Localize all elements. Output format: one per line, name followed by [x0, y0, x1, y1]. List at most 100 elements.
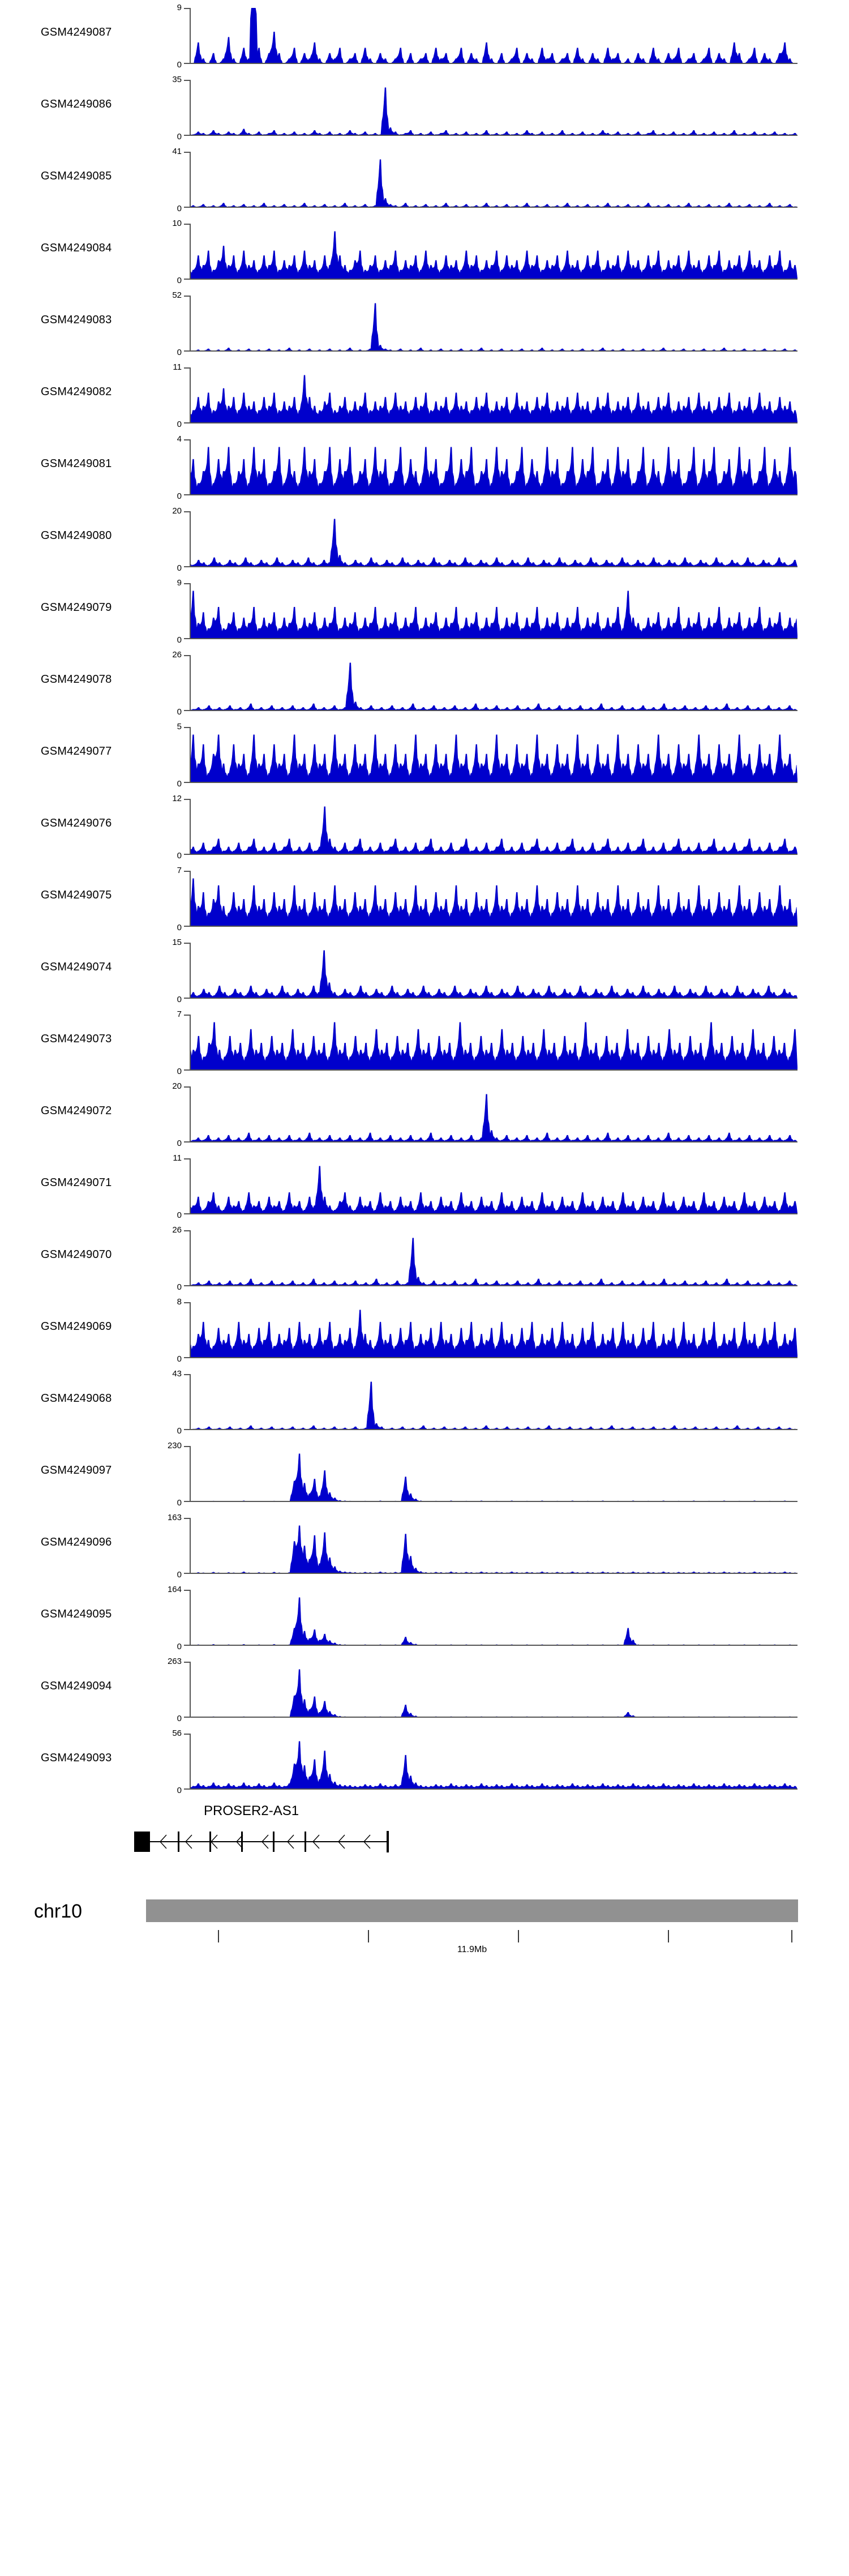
gene-exon-tick [273, 1832, 275, 1852]
track-plot[interactable] [191, 439, 797, 495]
track-plot[interactable] [191, 1662, 797, 1718]
signal-track[interactable]: GSM4249073 7 0 [0, 1007, 849, 1079]
track-baseline [191, 1357, 797, 1358]
signal-track[interactable]: GSM4249070 26 0 [0, 1222, 849, 1294]
axis-min-label: 0 [177, 707, 182, 717]
signal-track[interactable]: GSM4249080 20 0 [0, 503, 849, 575]
track-plot[interactable] [191, 1015, 797, 1071]
signal-track[interactable]: GSM4249082 11 0 [0, 360, 849, 431]
axis-tick-min [184, 63, 191, 64]
ruler-tick [791, 1930, 793, 1942]
track-plot[interactable] [191, 80, 797, 136]
signal-track[interactable]: GSM4249078 26 0 [0, 647, 849, 719]
axis-min-label: 0 [177, 1786, 182, 1795]
signal-track[interactable]: GSM4249074 15 0 [0, 935, 849, 1007]
track-plot[interactable] [191, 152, 797, 208]
signal-track[interactable]: GSM4249086 35 0 [0, 72, 849, 144]
axis-min-label: 0 [177, 348, 182, 357]
signal-track[interactable]: GSM4249072 20 0 [0, 1079, 849, 1150]
axis-line [190, 511, 191, 567]
axis-tick-max [184, 1734, 191, 1735]
gene-name-label: PROSER2-AS1 [204, 1803, 299, 1818]
track-baseline [191, 1141, 797, 1142]
track-baseline [191, 63, 797, 64]
track-plot[interactable] [191, 1518, 797, 1574]
axis-line [190, 224, 191, 280]
track-plot[interactable] [191, 871, 797, 927]
signal-track[interactable]: GSM4249083 52 0 [0, 288, 849, 360]
track-plot[interactable] [191, 367, 797, 423]
chromosome-bar[interactable] [146, 1899, 798, 1922]
track-plot[interactable] [191, 511, 797, 567]
signal-track[interactable]: GSM4249071 11 0 [0, 1150, 849, 1222]
axis-min-label: 0 [177, 1354, 182, 1364]
strand-arrow-left-icon [312, 1834, 321, 1850]
signal-track[interactable]: GSM4249093 56 0 [0, 1726, 849, 1798]
signal-track[interactable]: GSM4249085 41 0 [0, 144, 849, 216]
track-y-axis: 164 0 [168, 1585, 191, 1651]
track-y-axis: 41 0 [172, 147, 191, 213]
track-baseline [191, 1501, 797, 1502]
signal-track[interactable]: GSM4249084 10 0 [0, 216, 849, 288]
track-plot[interactable] [191, 1590, 797, 1646]
axis-tick-max [184, 1446, 191, 1447]
track-baseline [191, 135, 797, 136]
axis-tick-max [184, 8, 191, 9]
track-plot[interactable] [191, 1734, 797, 1790]
axis-line [190, 583, 191, 639]
track-plot[interactable] [191, 1446, 797, 1502]
track-plot[interactable] [191, 727, 797, 783]
track-y-axis: 11 0 [173, 362, 191, 429]
track-plot[interactable] [191, 583, 797, 639]
track-plot[interactable] [191, 1374, 797, 1430]
track-plot[interactable] [191, 1086, 797, 1142]
signal-track[interactable]: GSM4249077 5 0 [0, 719, 849, 791]
signal-track[interactable]: GSM4249075 7 0 [0, 863, 849, 935]
track-plot[interactable] [191, 1230, 797, 1286]
signal-track[interactable]: GSM4249097 230 0 [0, 1438, 849, 1510]
track-plot[interactable] [191, 655, 797, 711]
track-label: GSM4249072 [41, 1105, 112, 1117]
axis-tick-min [184, 710, 191, 711]
signal-track[interactable]: GSM4249081 4 0 [0, 431, 849, 503]
axis-max-label: 12 [172, 794, 182, 803]
track-y-axis: 20 0 [172, 1081, 191, 1148]
chromosome-label: chr10 [34, 1901, 83, 1922]
track-plot[interactable] [191, 1158, 797, 1214]
signal-track[interactable]: GSM4249087 9 0 [0, 0, 849, 72]
axis-max-label: 164 [167, 1585, 182, 1594]
track-plot[interactable] [191, 8, 797, 64]
track-plot[interactable] [191, 943, 797, 999]
axis-tick-max [184, 655, 191, 656]
axis-max-label: 7 [177, 1009, 182, 1019]
axis-tick-max [184, 1158, 191, 1159]
signal-track[interactable]: GSM4249094 263 0 [0, 1654, 849, 1726]
axis-tick-max [184, 296, 191, 297]
gene-model[interactable] [134, 1829, 406, 1855]
track-plot[interactable] [191, 799, 797, 855]
axis-tick-max [184, 367, 191, 369]
chromosome-panel: chr10 11.9Mb [0, 1882, 849, 1984]
track-y-axis: 56 0 [172, 1728, 191, 1795]
axis-tick-max [184, 1374, 191, 1375]
track-label: GSM4249084 [41, 242, 112, 254]
signal-track[interactable]: GSM4249079 9 0 [0, 575, 849, 647]
signal-track[interactable]: GSM4249068 43 0 [0, 1366, 849, 1438]
axis-tick-min [184, 422, 191, 423]
signal-track[interactable]: GSM4249095 164 0 [0, 1582, 849, 1654]
track-plot[interactable] [191, 296, 797, 352]
axis-min-label: 0 [177, 491, 182, 501]
strand-arrow-left-icon [185, 1834, 194, 1850]
track-plot[interactable] [191, 1302, 797, 1358]
axis-tick-min [184, 1357, 191, 1358]
axis-min-label: 0 [177, 60, 182, 70]
signal-track[interactable]: GSM4249069 8 0 [0, 1294, 849, 1366]
track-plot[interactable] [191, 224, 797, 280]
track-y-axis: 35 0 [172, 75, 191, 142]
signal-track[interactable]: GSM4249096 163 0 [0, 1510, 849, 1582]
signal-track[interactable]: GSM4249076 12 0 [0, 791, 849, 863]
axis-tick-min [184, 494, 191, 495]
track-label: GSM4249068 [41, 1392, 112, 1405]
